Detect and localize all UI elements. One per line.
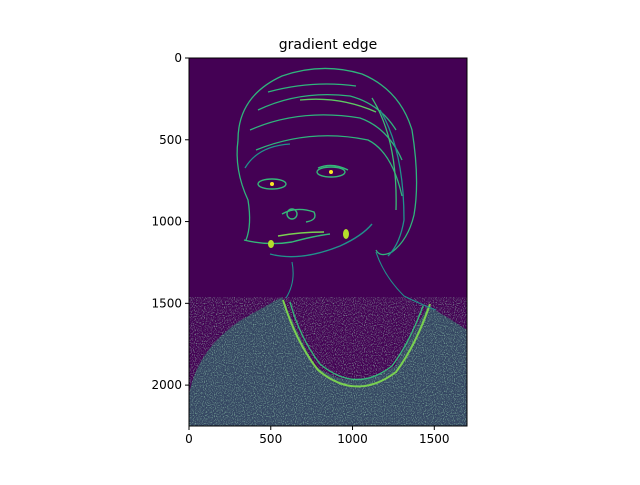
left-cheek-mark (268, 240, 274, 248)
x-tick-label: 1500 (419, 432, 450, 446)
plot-frame (188, 57, 468, 427)
x-tick-label: 500 (259, 432, 282, 446)
collar-edge (282, 299, 431, 388)
y-tick-label: 1000 (151, 215, 182, 229)
x-axis: 0 500 1000 1500 (185, 426, 450, 446)
collar-inner-edge (289, 301, 424, 381)
x-tick-label: 0 (185, 432, 193, 446)
y-tick-label: 500 (159, 133, 182, 147)
y-tick-label: 0 (174, 51, 182, 65)
y-tick-label: 2000 (151, 378, 182, 392)
right-eye-highlight (329, 170, 333, 174)
face-edges (243, 164, 373, 258)
chart-title: gradient edge (279, 37, 377, 53)
right-cheek-mark (343, 229, 349, 239)
y-axis: 0 500 1000 1500 2000 (151, 51, 189, 392)
neck-edges (285, 251, 437, 311)
shirt-noise (189, 297, 467, 426)
y-tick-label: 1500 (151, 296, 182, 310)
x-tick-label: 1000 (337, 432, 368, 446)
left-eye-highlight (270, 182, 274, 186)
hair-edges (236, 67, 418, 257)
edge-image (189, 58, 467, 426)
